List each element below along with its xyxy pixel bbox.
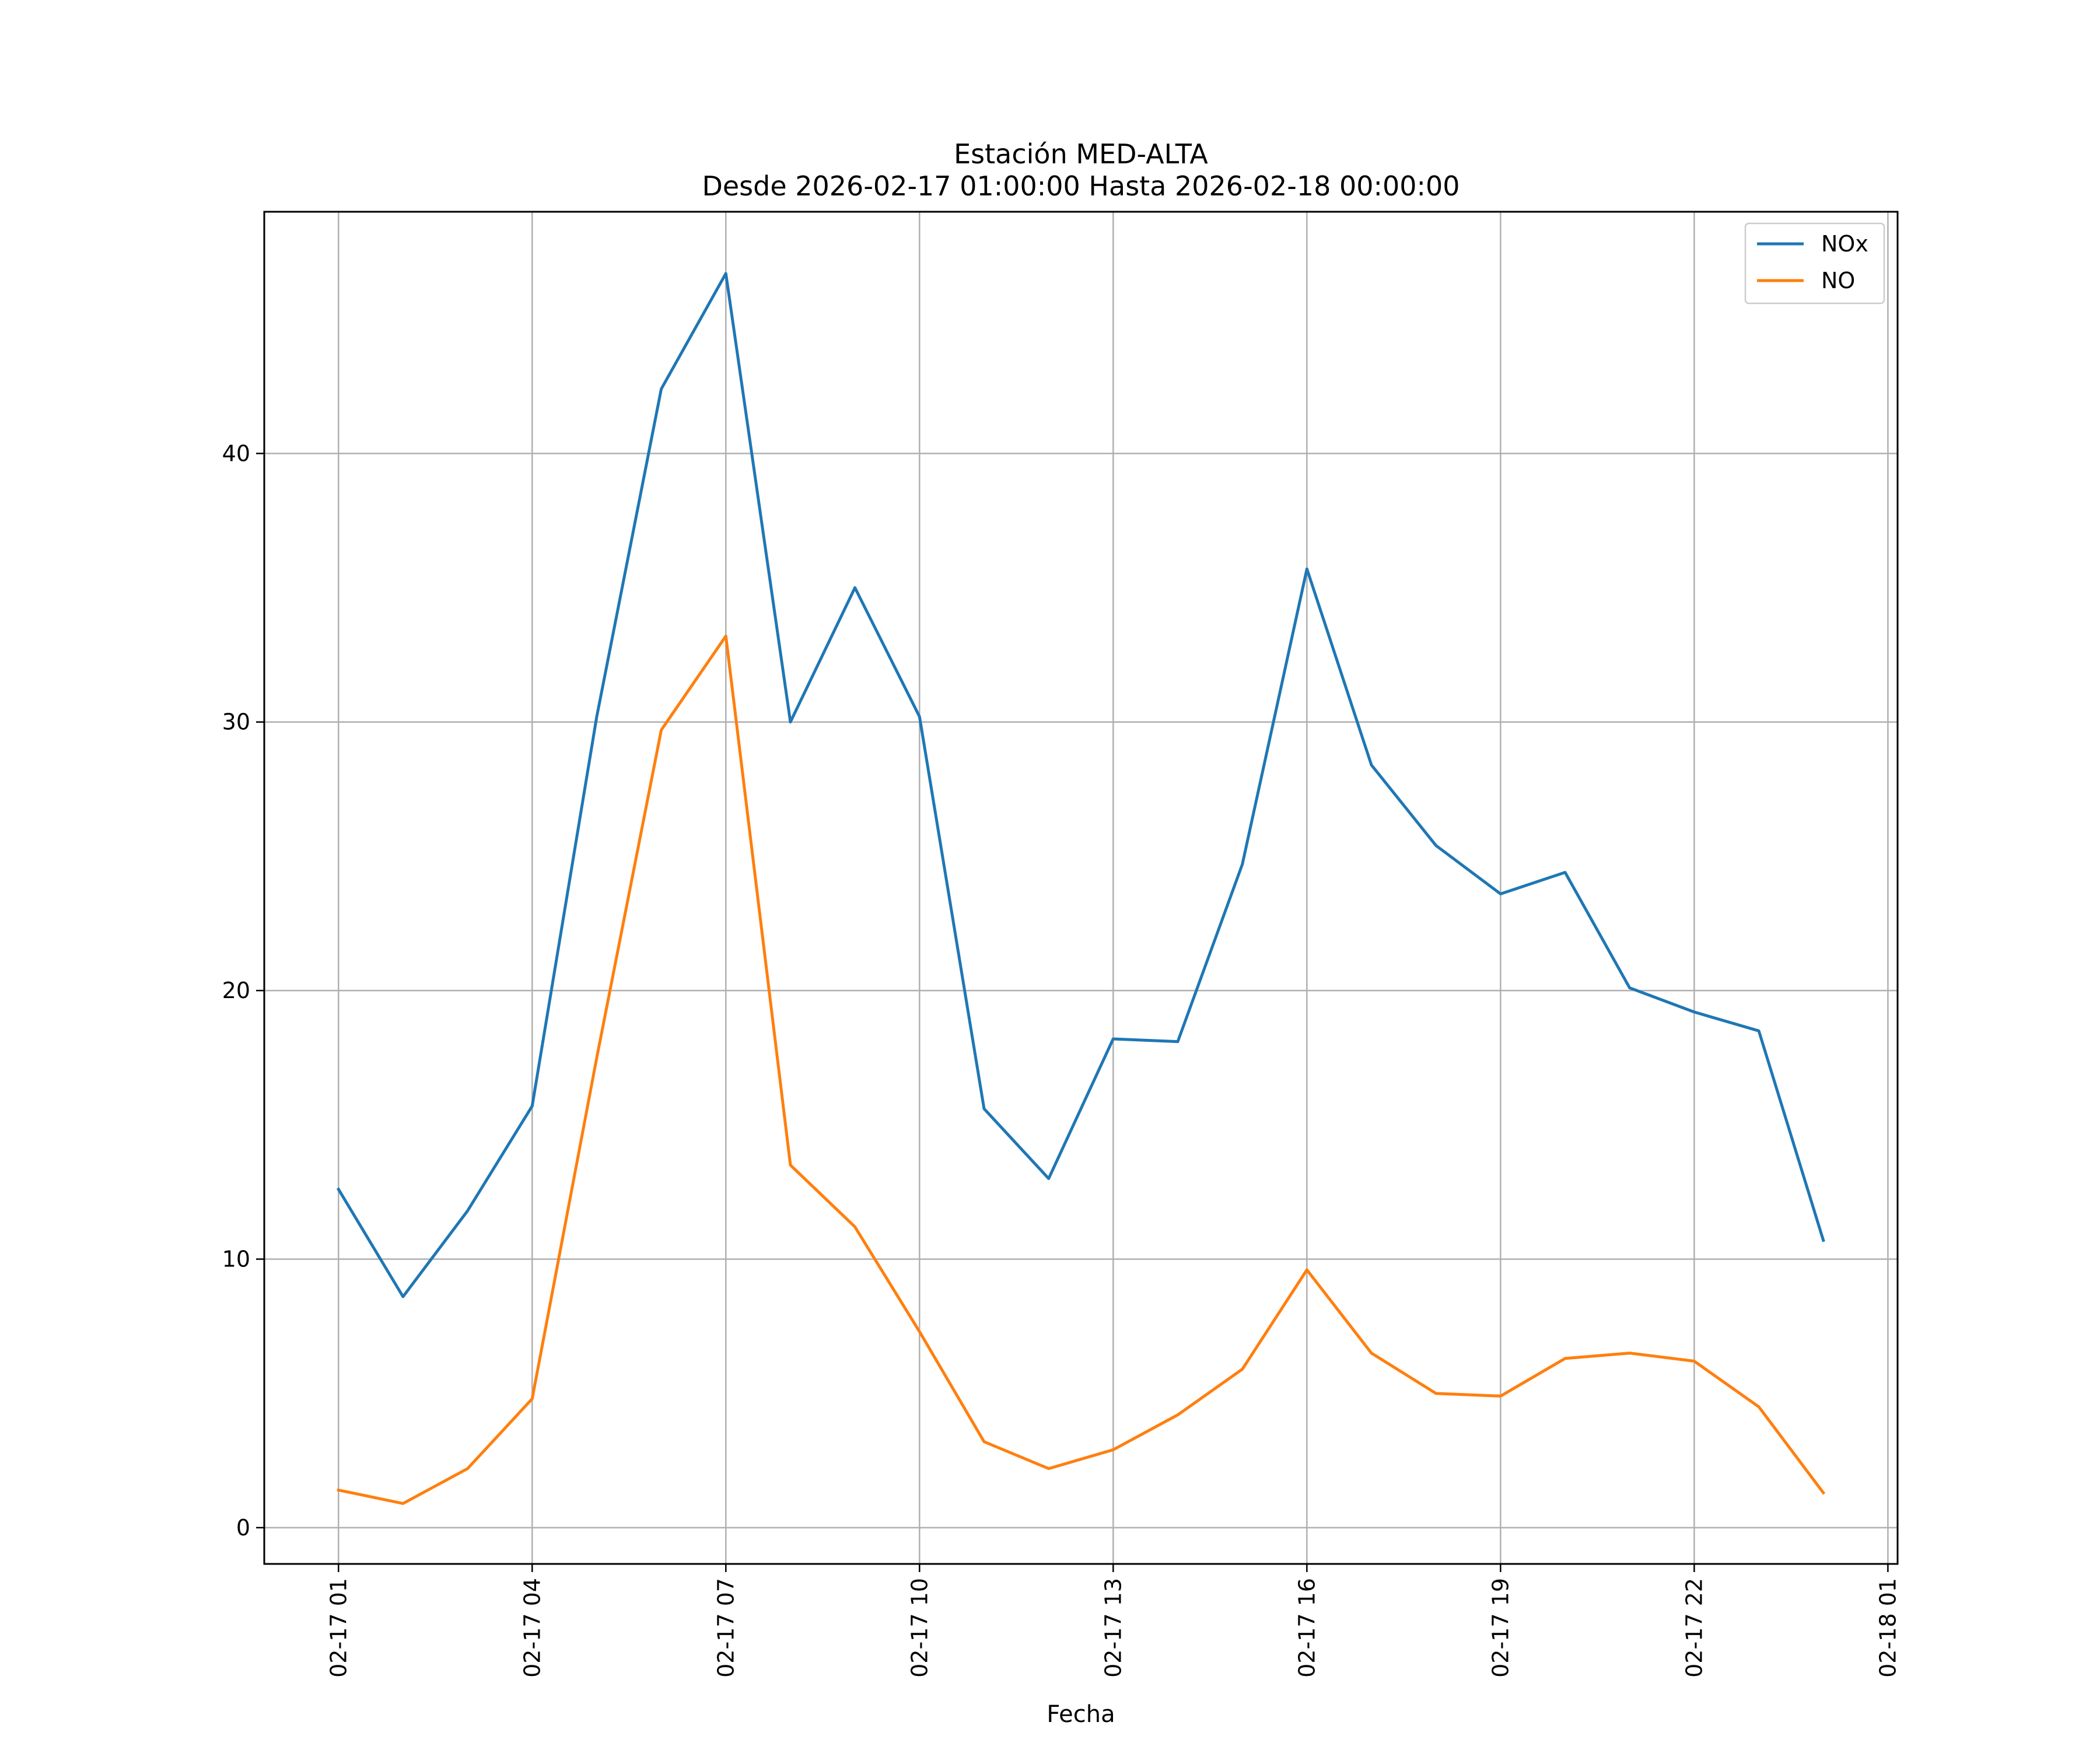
x-tick-label: 02-17 13 [1100, 1578, 1126, 1678]
plot-series [336, 272, 1826, 1505]
x-tick-label: 02-17 07 [713, 1578, 738, 1678]
chart-title-line2: Desde 2026-02-17 01:00:00 Hasta 2026-02-… [702, 170, 1460, 202]
y-tick-label: 30 [222, 709, 250, 735]
plot-area-frame [263, 211, 1899, 1565]
x-tick-label: 02-17 10 [907, 1578, 932, 1678]
y-tick-label: 0 [236, 1515, 250, 1541]
series-line-no [337, 634, 1826, 1505]
series-line-nox [336, 272, 1825, 1298]
x-axis-label: Fecha [1046, 1701, 1115, 1728]
x-tick-label: 02-17 16 [1294, 1578, 1320, 1678]
x-tick-label: 02-17 22 [1681, 1578, 1707, 1678]
grid [264, 212, 1898, 1564]
axis-ticks: 02-17 01 02-17 04 02-17 07 02-17 10 02-17 13… [222, 440, 1901, 1678]
y-tick-label: 10 [222, 1246, 250, 1272]
y-tick-label: 20 [222, 978, 250, 1003]
x-tick-label: 02-18 01 [1875, 1578, 1901, 1678]
x-tick-label: 02-17 19 [1488, 1578, 1513, 1678]
legend: NOx NO [1744, 222, 1885, 304]
chart-title-line1: Estación MED-ALTA [954, 138, 1208, 170]
x-tick-label: 02-17 01 [326, 1578, 351, 1678]
legend-label-nox: NOx [1821, 231, 1868, 257]
legend-label-no: NO [1821, 268, 1855, 293]
y-tick-label: 40 [222, 440, 250, 466]
x-tick-label: 02-17 04 [519, 1578, 545, 1678]
